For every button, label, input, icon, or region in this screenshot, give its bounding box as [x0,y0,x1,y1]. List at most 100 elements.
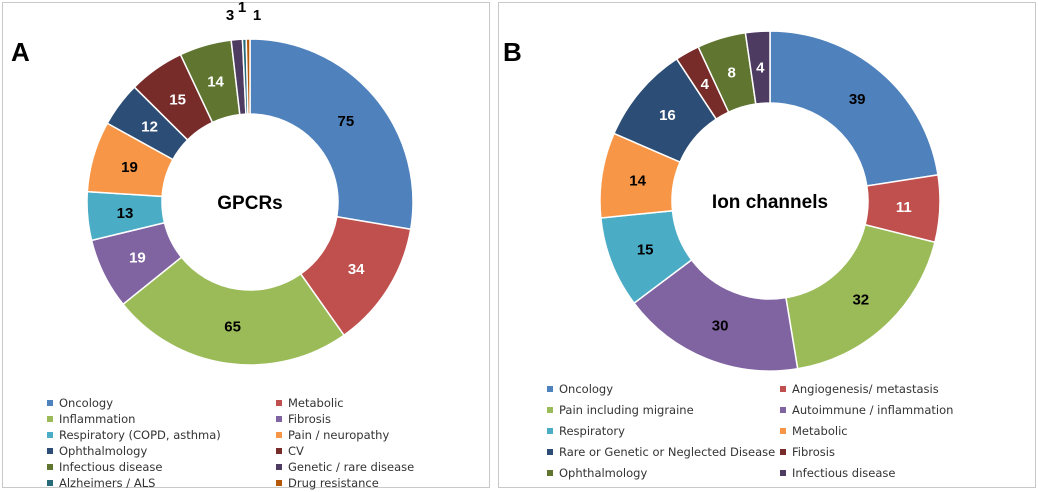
legend-item-ophthalmology: Ophthalmology [47,444,147,458]
data-label-ophthalmology: 12 [141,119,158,136]
data-label-respiratory-copd-asthma: 13 [117,205,134,222]
data-label-metabolic: 14 [629,172,646,189]
legend-label: Ophthalmology [59,444,148,458]
legend-label: Drug resistance [288,476,379,490]
legend-item-infectious-disease: Infectious disease [47,460,162,474]
legend-swatch [47,432,53,438]
legend-item-infectious-disease: Infectious disease [780,466,895,480]
slice-inflammation [122,256,346,366]
legend-item-respiratory: Respiratory [547,424,625,438]
legend-label: Rare or Genetic or Neglected Disease [559,445,776,459]
legend-label: Pain / neuropathy [288,428,390,442]
legend-item-angiogenesis-metastasis: Angiogenesis/ metastasis [780,382,939,396]
data-label-angiogenesis-metastasis: 11 [896,199,912,216]
legend-label: Respiratory (COPD, asthma) [59,428,221,442]
legend-label: Pain including migraine [559,403,694,417]
legend-item-metabolic: Metabolic [276,396,344,410]
panel-label-a: A [11,37,30,67]
data-label-oncology: 39 [849,91,866,108]
legend-item-rare-or-genetic-or-neglected-disease: Rare or Genetic or Neglected Disease [547,445,775,459]
legend-swatch [276,448,282,454]
legend-label: CV [288,444,304,458]
legend-swatch [276,480,282,486]
legend-label: Oncology [59,396,114,410]
legend-label: Inflammation [59,412,136,426]
data-label-autoimmune-inflammation: 30 [712,317,729,334]
slice-oncology [769,30,939,187]
legend-swatch [780,470,786,476]
legend-swatch [780,428,786,434]
data-label-alzheimers-als: 1 [238,0,246,16]
legend-label: Alzheimers / ALS [59,476,156,490]
legend-item-ophthalmology: Ophthalmology [547,466,647,480]
legend-label: Respiratory [559,424,625,438]
legend-swatch [780,407,786,413]
legend-label: Infectious disease [792,466,896,480]
legend-label: Oncology [559,382,614,396]
data-label-oncology: 75 [338,113,355,130]
legend-label: Ophthalmology [559,466,648,480]
legend-swatch [47,464,53,470]
panel-label-b: B [503,37,522,67]
legend-swatch [47,416,53,422]
data-label-pain-neuropathy: 19 [121,159,138,176]
slice-infectious-disease [744,30,771,105]
legend-item-metabolic: Metabolic [780,424,848,438]
data-label-infectious-disease: 14 [207,73,224,90]
data-label-metabolic: 34 [348,261,365,278]
data-label-pain-including-migraine: 32 [852,292,869,309]
legend-label: Metabolic [288,396,344,410]
legend-item-oncology: Oncology [47,396,113,410]
data-label-infectious-disease: 4 [756,59,765,76]
data-label-rare-or-genetic-or-neglected-disease: 16 [659,107,676,124]
center-label: Ion channels [712,192,828,213]
legend-swatch [547,470,553,476]
legend-swatch [547,386,553,392]
legend-label: Infectious disease [59,460,163,474]
legend-item-oncology: Oncology [547,382,613,396]
legend-swatch [780,386,786,392]
legend-label: Metabolic [792,424,848,438]
legend-swatch [547,449,553,455]
legend-label: Fibrosis [288,412,331,426]
legend-item-pain-including-migraine: Pain including migraine [547,403,694,417]
legend-item-inflammation: Inflammation [47,412,135,426]
legend-swatch [47,400,53,406]
data-label-fibrosis: 19 [129,249,146,266]
legend-item-fibrosis: Fibrosis [780,445,835,459]
legend-item-alzheimers-als: Alzheimers / ALS [47,476,155,490]
gpcr-chart-panel: A 75 34 65 19 13 19 12 15 14 3 1 1 GPCRs Oncology Met… [2,0,490,490]
legend-item-cv: CV [276,444,304,458]
data-label-respiratory: 15 [637,242,654,259]
legend-swatch [547,407,553,413]
data-label-fibrosis: 4 [701,76,710,93]
data-label-inflammation: 65 [224,318,241,335]
ion-channel-chart-panel: B 39 11 32 30 15 14 16 4 8 4 Ion channels Oncology… [498,2,1036,488]
data-label-cv: 15 [169,91,186,108]
legend-item-respiratory-copd-asthma: Respiratory (COPD, asthma) [47,428,221,442]
legend-swatch [47,448,53,454]
legend-label: Angiogenesis/ metastasis [792,382,939,396]
slice-oncology [249,38,414,231]
data-label-genetic-rare-disease: 3 [226,7,234,24]
legend-item-genetic-rare-disease: Genetic / rare disease [276,460,414,474]
slice-autoimmune-inflammation [633,258,799,372]
legend-item-fibrosis: Fibrosis [276,412,331,426]
center-label: GPCRs [217,193,282,214]
legend-swatch [47,480,53,486]
legend-label: Genetic / rare disease [288,460,415,474]
slice-pain-including-migraine [785,223,936,370]
legend-swatch [276,416,282,422]
slice-drug-resistance [245,38,251,115]
legend-swatch [276,400,282,406]
legend-item-autoimmune-inflammation: Autoimmune / inflammation [780,403,953,417]
legend-swatch [276,432,282,438]
legend-swatch [547,428,553,434]
legend-swatch [780,449,786,455]
legend-item-drug-resistance: Drug resistance [276,476,379,490]
legend-swatch [276,464,282,470]
legend-label: Fibrosis [792,445,835,459]
data-label-ophthalmology: 8 [727,65,735,82]
